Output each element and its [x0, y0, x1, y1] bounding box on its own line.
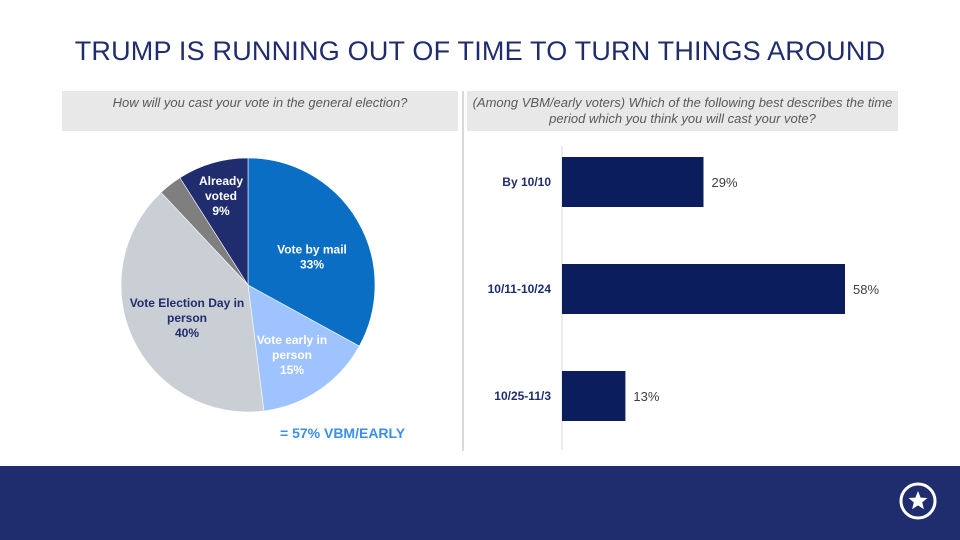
pie-label-2-line-1: person [167, 311, 207, 325]
pie-label-4-line-0: Already [199, 174, 243, 188]
pie-slice-2 [120, 191, 265, 413]
bar-0 [562, 157, 704, 207]
bar-2 [562, 371, 626, 421]
footer-band [0, 466, 960, 540]
pie-label-4-line-1: voted [205, 189, 237, 203]
pie-slice-1 [247, 284, 360, 412]
pie-label-1-line-0: Vote early in [257, 333, 327, 347]
pie-slice-0 [247, 157, 376, 347]
bar-category-2: 10/25-11/3 [494, 389, 551, 403]
bar-value-label-2: 13% [633, 389, 659, 404]
pie-label-0-line-0: Vote by mail [277, 243, 347, 257]
bar-1 [562, 264, 845, 314]
bar-category-1: 10/11-10/24 [488, 282, 552, 296]
bar-category-0: By 10/10 [502, 175, 551, 189]
vbm-early-summary: = 57% VBM/EARLY [280, 425, 406, 441]
pie-label-2-line-2: 40% [175, 326, 199, 340]
bar-question: (Among VBM/early voters) Which of the fo… [467, 91, 898, 131]
star-circle-icon [899, 482, 937, 520]
pie-label-0-line-1: 33% [300, 258, 324, 272]
pie-label-2-line-0: Vote Election Day in [130, 296, 244, 310]
pie-question: How will you cast your vote in the gener… [62, 91, 458, 131]
bar-value-label-0: 29% [712, 175, 738, 190]
pie-slice-4 [179, 157, 249, 287]
pie-label-1-line-2: 15% [280, 363, 304, 377]
slide-title: TRUMP IS RUNNING OUT OF TIME TO TURN THI… [74, 36, 886, 66]
panel-divider [462, 91, 464, 451]
pie-label-1-line-1: person [272, 348, 312, 362]
pie-label-4-line-2: 9% [212, 204, 230, 218]
bar-value-label-1: 58% [853, 282, 879, 297]
